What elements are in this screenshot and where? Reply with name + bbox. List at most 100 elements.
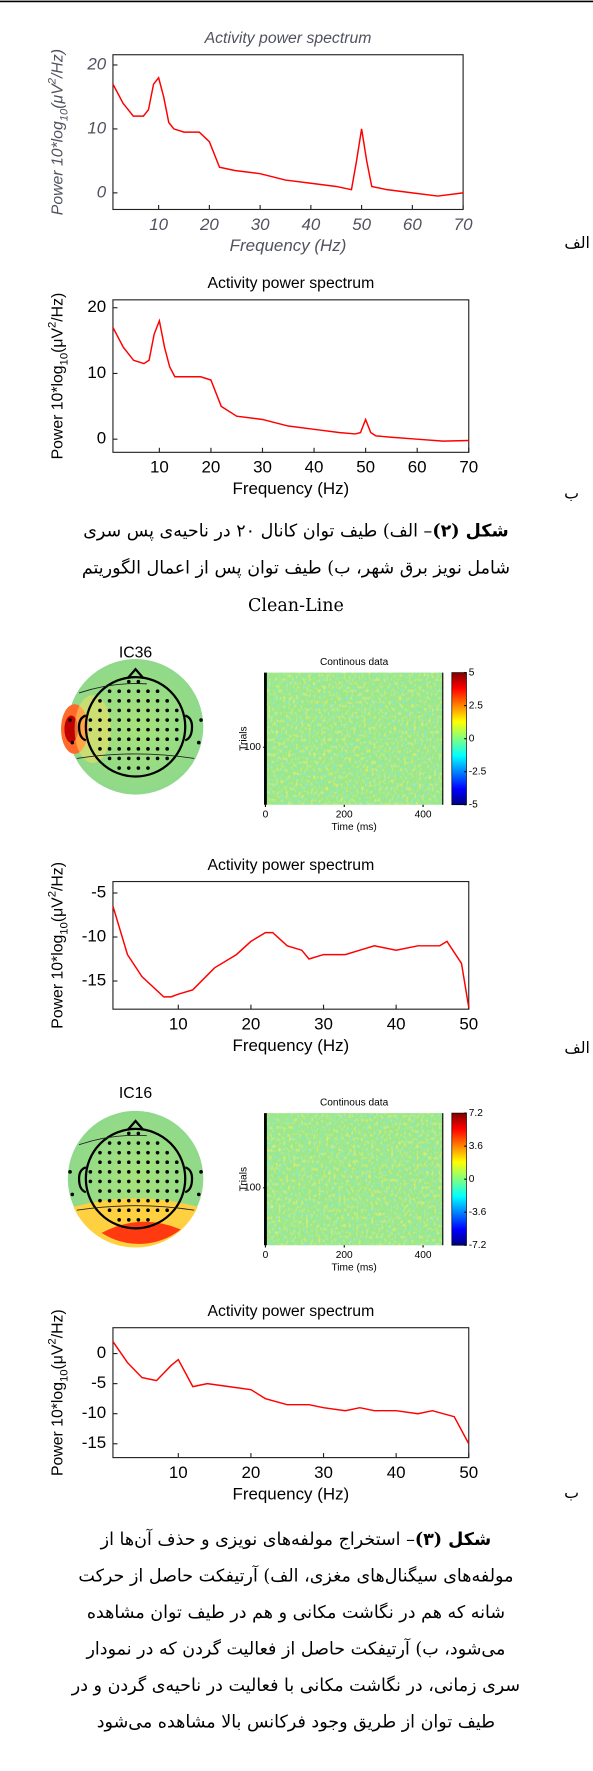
electrode: [107, 1208, 112, 1213]
y-tick-label: 100: [244, 742, 261, 753]
heatmap-title: Continous data: [320, 1098, 389, 1109]
electrode: [155, 1170, 160, 1174]
y-axis-label-part: (μV: [50, 897, 67, 922]
line-chart: Activity power spectrum Frequency (Hz) Pow…: [47, 857, 478, 1055]
electrode: [98, 718, 102, 722]
colorbar-tick-label: -5: [469, 799, 478, 810]
electrode: [165, 708, 169, 713]
electrode: [146, 1170, 150, 1174]
x-tick-label: 400: [415, 810, 432, 821]
electrode: [117, 766, 121, 770]
electrode: [155, 708, 160, 713]
y-tick-label: 0: [97, 429, 106, 448]
electrode: [146, 1218, 150, 1222]
colorbar-tick-label: 3.6: [469, 1141, 483, 1152]
head-outline: [84, 675, 187, 778]
electrode: [70, 740, 75, 745]
component-panel: IC36 Continous data Time (ms) Trials 0 200 400…: [60, 645, 487, 833]
x-tick-label: 20: [202, 458, 221, 477]
electrode: [155, 737, 160, 742]
x-tick-label: 30: [314, 1463, 333, 1482]
electrode: [136, 727, 141, 732]
caption-text: – الف) طیف توان کانال ۲۰ در ناحیه‌ی پس س…: [83, 521, 432, 541]
y-axis-label-part: 10: [59, 353, 71, 366]
component-label: IC16: [119, 1085, 153, 1102]
electrode: [146, 1160, 150, 1165]
electrode: [136, 1141, 141, 1145]
electrode: [174, 708, 179, 713]
electrode: [174, 1189, 179, 1193]
electrode: [155, 1141, 160, 1145]
electrode: [174, 1179, 179, 1184]
x-tick-label: 20: [241, 1463, 260, 1482]
electrode: [136, 679, 141, 684]
x-tick-label: 20: [241, 1014, 260, 1033]
electrode: [155, 699, 160, 703]
electrode: [88, 718, 93, 722]
electrode: [165, 1160, 169, 1165]
electrode: [107, 756, 112, 761]
x-tick-label: 200: [336, 810, 353, 821]
electrode: [107, 1141, 112, 1145]
electrode: [126, 1131, 131, 1136]
electrode: [107, 1170, 112, 1174]
ear-left: [77, 1166, 87, 1194]
electrode: [107, 727, 112, 732]
electrode: [126, 1218, 131, 1222]
electrode: [136, 766, 141, 770]
electrode: [126, 689, 131, 694]
x-tick-label: 400: [415, 1250, 432, 1261]
plot-frame: [112, 54, 464, 211]
electrode: [88, 1170, 93, 1174]
y-axis-label: Power 10*log10(μV2/Hz): [47, 1309, 71, 1476]
heatmap-x-label: Time (ms): [331, 1263, 376, 1274]
electrode: [126, 1189, 131, 1193]
x-tick-label: 0: [263, 1250, 269, 1261]
electrode: [165, 1208, 169, 1213]
panel-label: ب: [564, 1483, 579, 1502]
x-tick-label: 20: [199, 215, 219, 234]
electrode: [107, 747, 112, 751]
y-axis-label-part: 10: [59, 922, 71, 935]
electrode: [136, 1179, 141, 1184]
line-chart: Activity power spectrum Frequency (Hz) Pow…: [47, 1303, 478, 1503]
plot-frame: [112, 299, 470, 453]
caption-label: شکل (۳): [415, 1530, 491, 1550]
electrode: [155, 1208, 160, 1213]
y-tick-label: 0: [97, 182, 107, 201]
y-tick-label: -5: [91, 1373, 106, 1392]
y-axis-label-part: 2: [47, 1338, 59, 1344]
x-tick-label: 40: [305, 458, 324, 477]
electrode: [146, 756, 150, 761]
colorbar-tick-label: -7.2: [469, 1240, 487, 1251]
electrode: [98, 1179, 102, 1184]
electrode: [88, 727, 93, 732]
y-tick-label: 10: [87, 363, 106, 382]
electrode: [107, 718, 112, 722]
electrode: [165, 1198, 169, 1203]
electrode: [136, 718, 141, 722]
caption-text: شامل نویز برق شهر، ب) طیف توان پس از اعم…: [82, 557, 510, 578]
electrode: [165, 1170, 169, 1174]
electrode: [136, 1198, 141, 1203]
caption-text: مولفه‌های سیگنال‌های مغزی، الف) آرتیفکت …: [78, 1564, 513, 1586]
electrode: [136, 737, 141, 742]
electrode: [117, 1208, 121, 1213]
scalp-map: [67, 659, 204, 795]
electrode: [146, 718, 150, 722]
electrode: [98, 727, 102, 732]
caption-line: می‌شود، ب) آرتیفکت حاصل از فعالیت گردن ک…: [85, 1637, 505, 1659]
spectrum-line: [112, 76, 464, 197]
y-tick-label: -10: [82, 926, 106, 945]
electrode: [98, 1198, 102, 1203]
electrode: [136, 1218, 141, 1222]
electrode: [155, 1189, 160, 1193]
y-axis-label-part: Power 10*log: [50, 121, 67, 215]
electrode: [107, 689, 112, 694]
x-axis-label: Frequency (Hz): [232, 479, 349, 498]
electrode: [136, 689, 141, 694]
electrode: [70, 1192, 75, 1197]
electrode: [155, 747, 160, 751]
electrode: [117, 699, 121, 703]
